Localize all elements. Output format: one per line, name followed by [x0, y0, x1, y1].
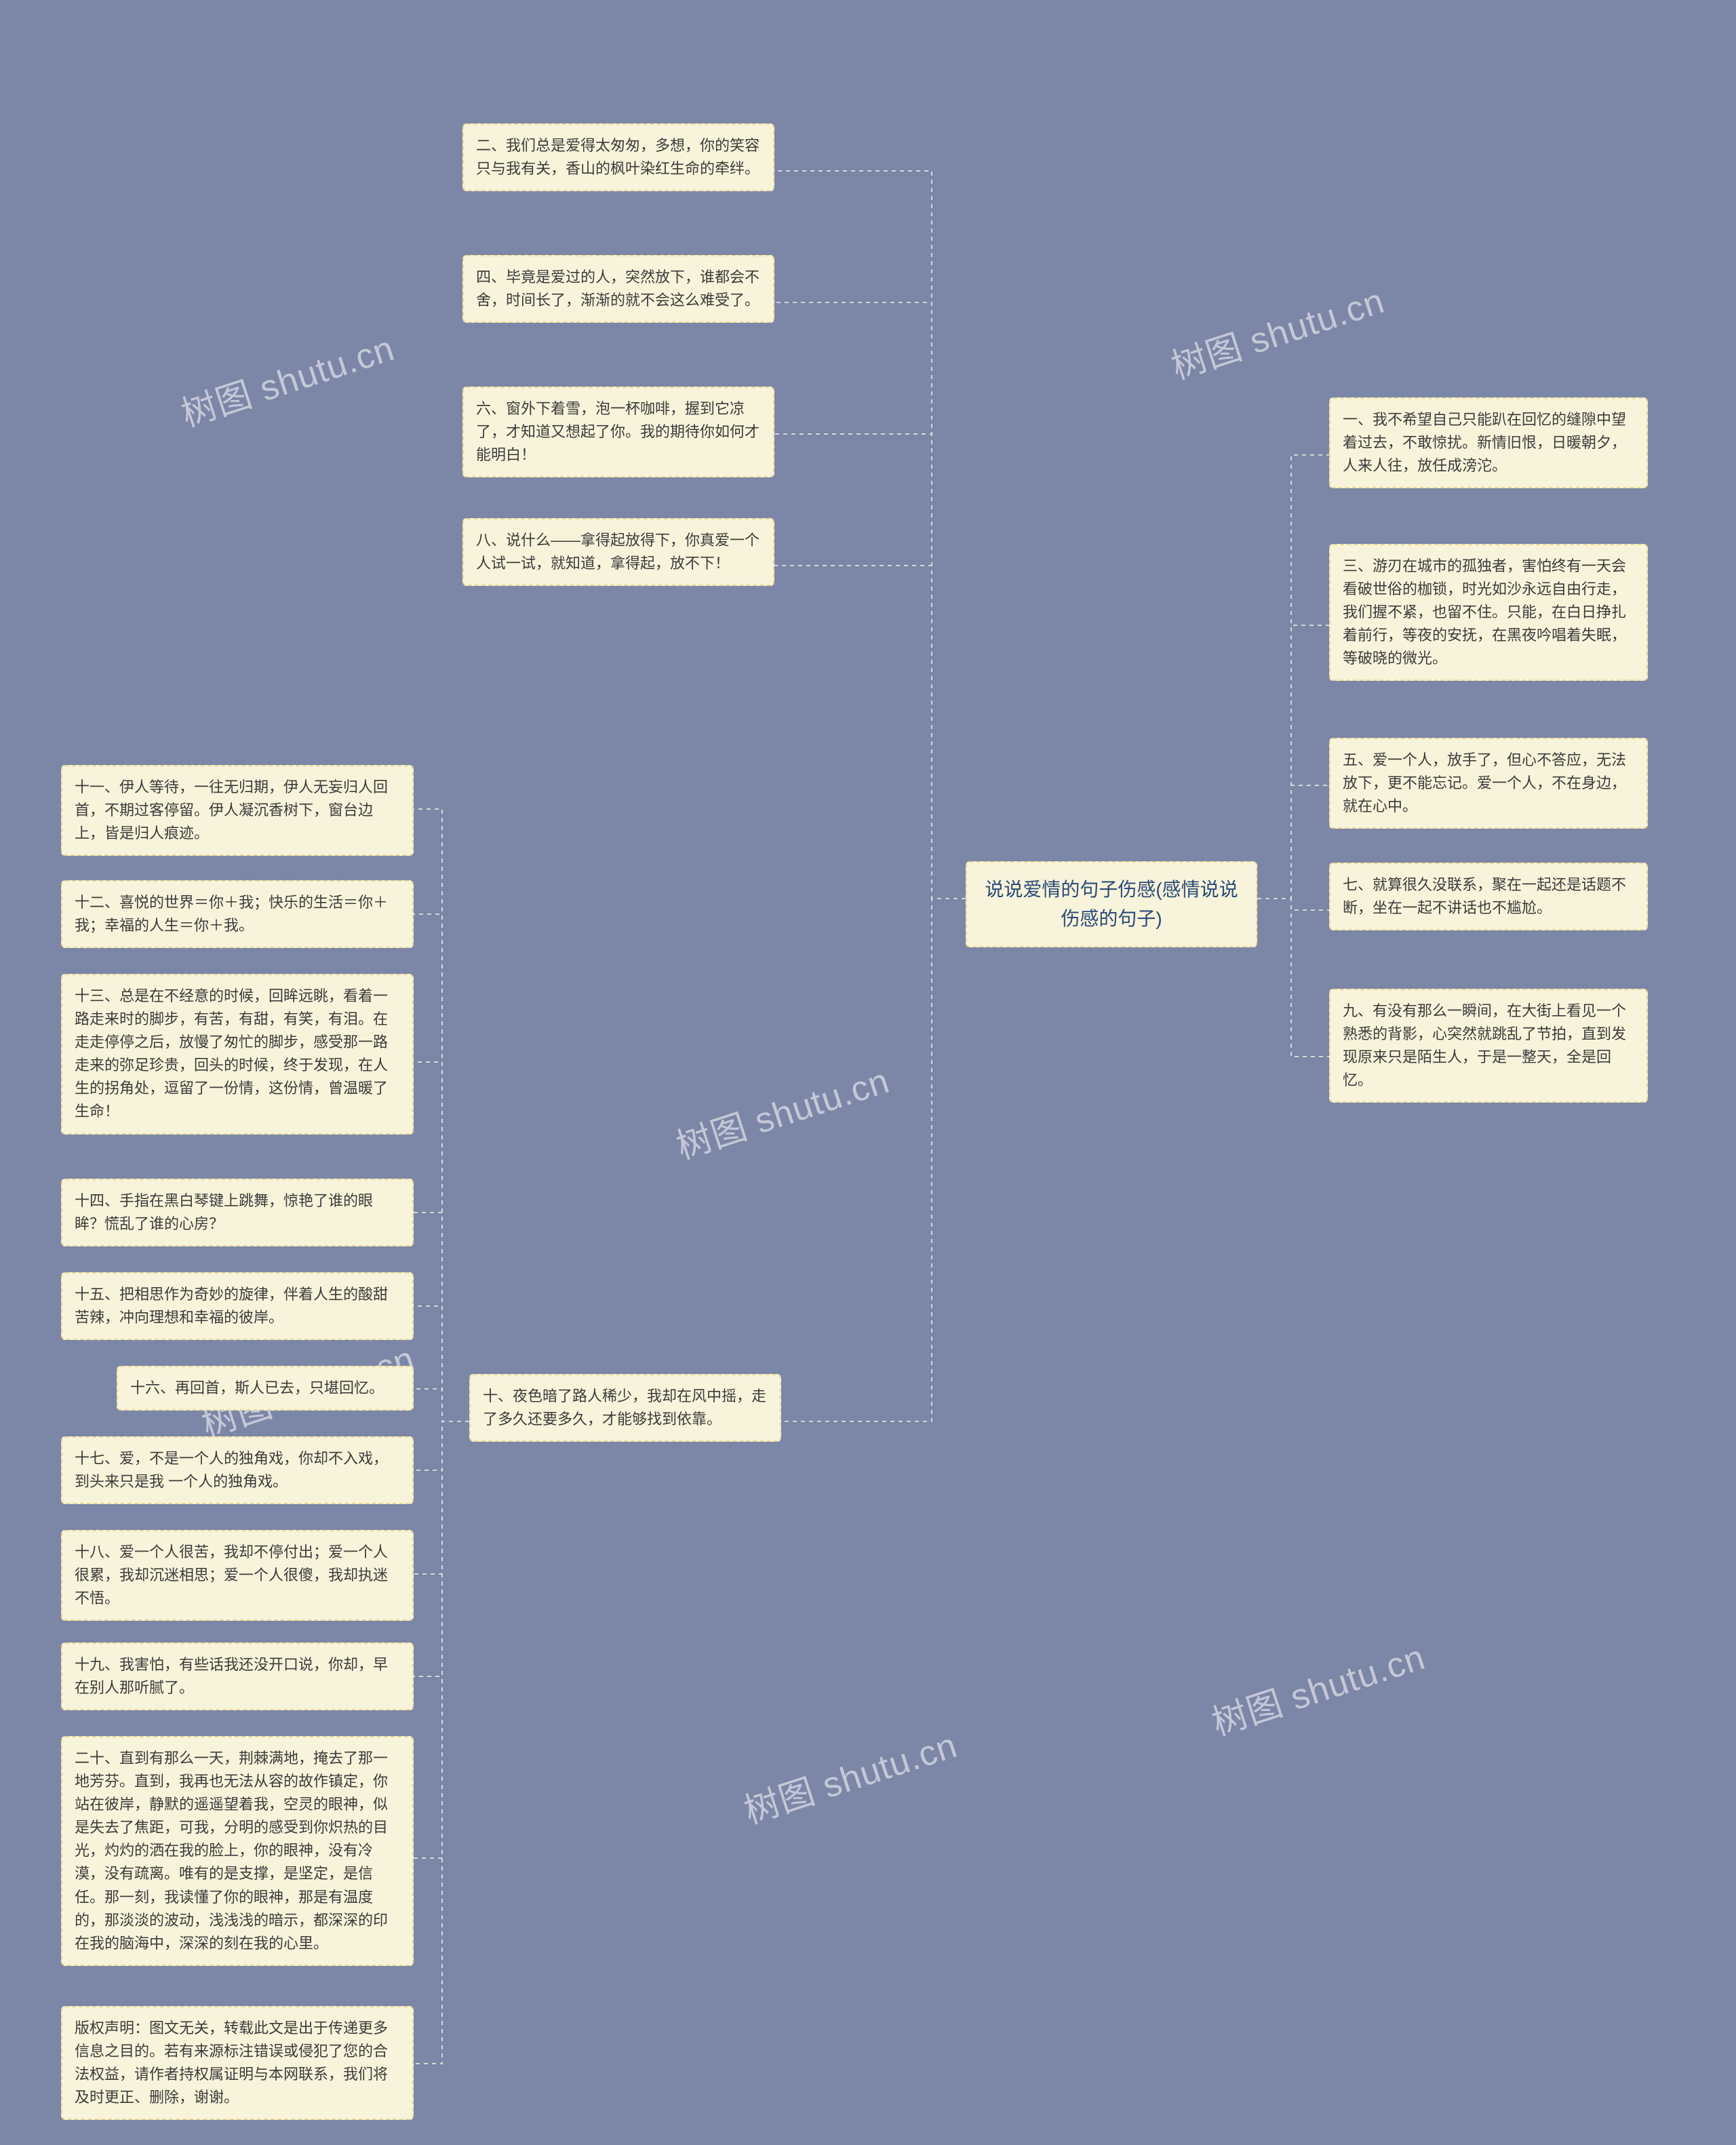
connector [414, 1421, 469, 1470]
right-node-r1[interactable]: 一、我不希望自己只能趴在回忆的缝隙中望着过去，不敢惊扰。新情旧恨，日暖朝夕，人来… [1329, 397, 1648, 488]
connector [414, 1421, 469, 1574]
connector [414, 1062, 469, 1421]
left-node-l12[interactable]: 十二、喜悦的世界＝你＋我；快乐的生活＝你＋我；幸福的人生＝你＋我。 [61, 880, 414, 948]
left-node-l19[interactable]: 十九、我害怕，有些话我还没开口说，你却，早在别人那听腻了。 [61, 1642, 414, 1710]
left-node-l15[interactable]: 十五、把相思作为奇妙的旋律，伴着人生的酸甜苦辣，冲向理想和幸福的彼岸。 [61, 1272, 414, 1340]
connector [414, 809, 469, 1421]
right-node-r9[interactable]: 九、有没有那么一瞬间，在大街上看见一个熟悉的背影，心突然就跳乱了节拍，直到发现原… [1329, 989, 1648, 1103]
mid-node-m6[interactable]: 六、窗外下着雪，泡一杯咖啡，握到它凉了，才知道又想起了你。我的期待你如何才能明白… [462, 387, 774, 477]
connector [414, 1421, 469, 1676]
connector [774, 434, 966, 899]
connector [1257, 785, 1329, 899]
watermark: 树图 shutu.cn [1164, 272, 1389, 389]
left-node-lcr[interactable]: 版权声明：图文无关，转载此文是出于传递更多信息之目的。若有来源标注错误或侵犯了您… [61, 2006, 414, 2120]
connector [414, 1213, 469, 1421]
mid-node-m10[interactable]: 十、夜色暗了路人稀少，我却在风中摇，走了多久还要多久，才能够找到依靠。 [469, 1374, 781, 1442]
right-node-r7[interactable]: 七、就算很久没联系，聚在一起还是话题不断，坐在一起不讲话也不尴尬。 [1329, 863, 1648, 930]
mid-node-m2[interactable]: 二、我们总是爱得太匆匆，多想，你的笑容只与我有关，香山的枫叶染红生命的牵绊。 [462, 123, 774, 191]
connector [414, 1306, 469, 1421]
connector [414, 1389, 469, 1421]
connector [1257, 455, 1329, 899]
mid-node-m4[interactable]: 四、毕竟是爱过的人，突然放下，谁都会不舍，时间长了，渐渐的就不会这么难受了。 [462, 255, 774, 323]
connector [774, 302, 966, 899]
connector [774, 171, 966, 899]
left-node-l14[interactable]: 十四、手指在黑白琴键上跳舞，惊艳了谁的眼眸？慌乱了谁的心房？ [61, 1179, 414, 1246]
watermark: 树图 shutu.cn [174, 319, 399, 436]
left-node-l16[interactable]: 十六、再回首，斯人已去，只堪回忆。 [117, 1366, 414, 1411]
mindmap-canvas: 树图 shutu.cn 树图 shutu.cn 树图 shutu.cn 树图 shut… [0, 0, 1736, 2145]
left-node-l20[interactable]: 二十、直到有那么一天，荆棘满地，掩去了那一地芳芬。直到，我再也无法从容的故作镇定… [61, 1736, 414, 1966]
left-node-l11[interactable]: 十一、伊人等待，一往无归期，伊人无妄归人回首，不期过客停留。伊人凝沉香树下，窗台… [61, 765, 414, 856]
connector [781, 899, 966, 1421]
connector [774, 566, 966, 899]
left-node-l13[interactable]: 十三、总是在不经意的时候，回眸远眺，看着一路走来时的脚步，有苦，有甜，有笑，有泪… [61, 974, 414, 1135]
watermark: 树图 shutu.cn [1204, 1628, 1430, 1745]
right-node-r3[interactable]: 三、游刃在城市的孤独者，害怕终有一天会看破世俗的枷锁，时光如沙永远自由行走，我们… [1329, 544, 1648, 681]
connector [1257, 899, 1329, 1057]
connector [414, 1421, 469, 2064]
connector [1257, 899, 1329, 910]
connector [414, 914, 469, 1421]
left-node-l17[interactable]: 十七、爱，不是一个人的独角戏，你却不入戏，到头来只是我 一个人的独角戏。 [61, 1436, 414, 1504]
right-node-r5[interactable]: 五、爱一个人，放手了，但心不答应，无法放下，更不能忘记。爱一个人，不在身边，就在… [1329, 738, 1648, 829]
left-node-l18[interactable]: 十八、爱一个人很苦，我却不停付出；爱一个人很累，我却沉迷相思；爱一个人很傻，我却… [61, 1530, 414, 1621]
root-node[interactable]: 说说爱情的句子伤感(感情说说伤感的句子) [966, 861, 1257, 947]
watermark: 树图 shutu.cn [669, 1052, 894, 1168]
connector [414, 1421, 469, 1858]
connector [1257, 625, 1329, 899]
mid-node-m8[interactable]: 八、说什么——拿得起放得下，你真爱一个人试一试，就知道，拿得起，放不下！ [462, 518, 774, 586]
watermark: 树图 shutu.cn [736, 1716, 962, 1833]
